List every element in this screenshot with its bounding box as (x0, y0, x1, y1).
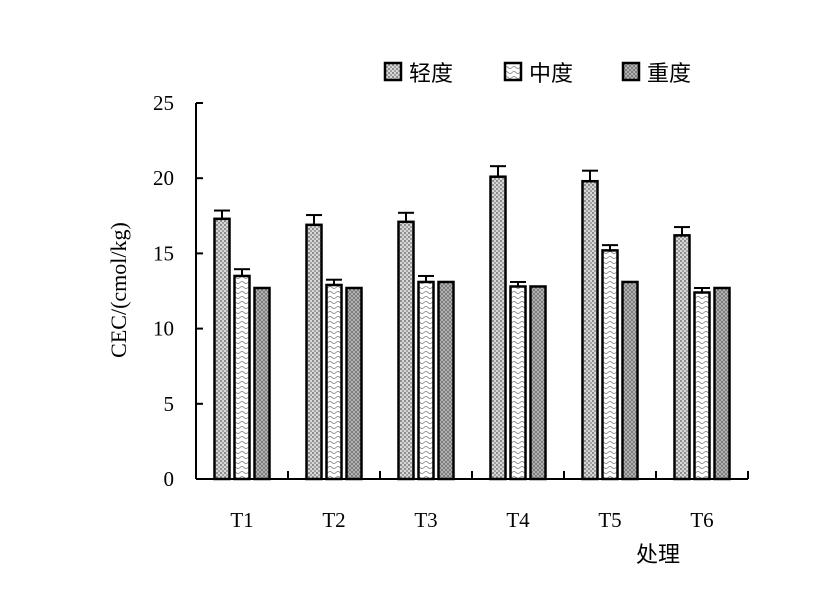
legend-label: 中度 (529, 61, 573, 86)
bar-T1-轻度 (213, 217, 231, 481)
legend-swatch-轻度 (383, 61, 403, 82)
y-tick-label: 5 (164, 392, 175, 416)
x-tick-label: T2 (322, 508, 345, 532)
y-tick-label: 25 (153, 91, 174, 115)
y-axis-label: CEC/(cmol/kg) (106, 222, 131, 358)
bar-T5-中度 (601, 249, 619, 481)
legend-label: 重度 (647, 61, 691, 86)
bars-layer: T1 T2 T3 T4 T5 T6 (213, 165, 731, 532)
bar-T1-中度 (233, 274, 251, 481)
bar-T2-重度 (345, 286, 363, 481)
x-tick-label: T4 (506, 508, 530, 532)
y-tick-label: 20 (153, 166, 174, 190)
bar-T5-重度 (621, 280, 639, 481)
bar-T4-重度 (529, 285, 547, 481)
bar-T6-轻度 (673, 234, 691, 481)
axes: 0 5 10 15 20 25 (153, 91, 749, 491)
legend-swatch-重度 (621, 61, 641, 82)
bar-T5-轻度 (581, 179, 599, 481)
bar-T1-重度 (253, 286, 271, 481)
bar-T3-重度 (437, 280, 455, 481)
legend-swatch-中度 (503, 61, 523, 82)
x-tick-label: T3 (414, 508, 437, 532)
bar-T3-轻度 (397, 220, 415, 481)
y-tick-label: 15 (153, 241, 174, 265)
bar-T4-轻度 (489, 175, 507, 481)
y-tick-label: 10 (153, 317, 174, 341)
bar-T6-重度 (713, 286, 731, 481)
bar-T2-轻度 (305, 223, 323, 481)
bar-T6-中度 (693, 291, 711, 481)
bar-T2-中度 (325, 283, 343, 481)
x-axis-label: 处理 (636, 542, 680, 567)
x-tick-label: T6 (690, 508, 713, 532)
x-tick-label: T1 (230, 508, 253, 532)
x-tick-label: T5 (598, 508, 621, 532)
bar-T3-中度 (417, 280, 435, 481)
y-tick-label: 0 (164, 467, 175, 491)
legend: 轻度 中度 重度 (383, 61, 691, 86)
bar-T4-中度 (509, 285, 527, 481)
legend-label: 轻度 (409, 61, 453, 86)
